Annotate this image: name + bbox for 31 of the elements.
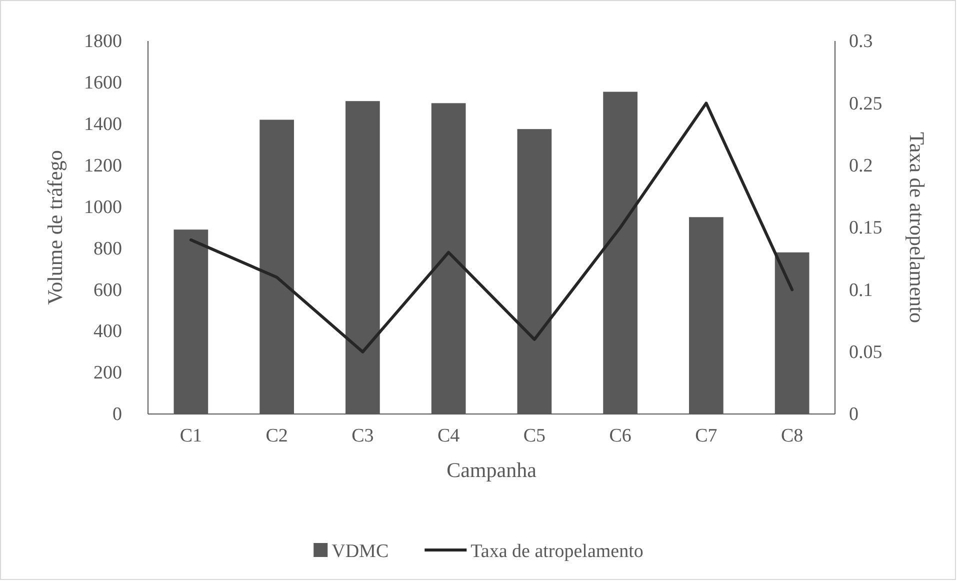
y-tick-label: 1200 [84,155,122,176]
legend-label: Taxa de atropelamento [470,541,644,562]
x-tick-label: C8 [780,425,804,446]
line-series [189,102,794,354]
y-tick-label: 400 [94,321,122,342]
y-axis-title: Volume de tráfego [43,150,67,305]
x-tick-label: C2 [266,425,288,446]
y2-tick-label: 0.1 [849,280,873,301]
x-tick-label: C3 [352,425,374,446]
y2-tick-label: 0.3 [849,31,873,52]
x-tick-label: C6 [609,425,632,446]
x-tick-label: C5 [523,425,546,446]
x-tick-label: C7 [695,425,718,446]
y2-tick-label: 0.2 [849,155,873,176]
y2-tick-label: 0.25 [849,93,882,114]
y-tick-label: 600 [94,280,122,301]
y-tick-label: 200 [94,362,122,384]
x-tick-label: C1 [180,425,202,446]
x-tick-label: C4 [437,425,460,446]
y2-tick-label: 0.15 [849,218,882,239]
x-axis-title: Campanha [446,458,538,482]
legend-label: VDMC [332,541,389,562]
y-tick-label: 1400 [84,114,122,135]
y-tick-label: 1600 [84,72,122,94]
y-tick-label: 0 [112,404,122,426]
y2-axis-title: Taxa de atropelamento [905,132,929,323]
y-tick-label: 1800 [84,31,122,52]
y-tick-label: 800 [94,238,122,260]
y2-tick-label: 0 [849,404,858,426]
y-tick-label: 1000 [84,196,122,218]
y2-tick-label: 0.05 [849,342,882,363]
